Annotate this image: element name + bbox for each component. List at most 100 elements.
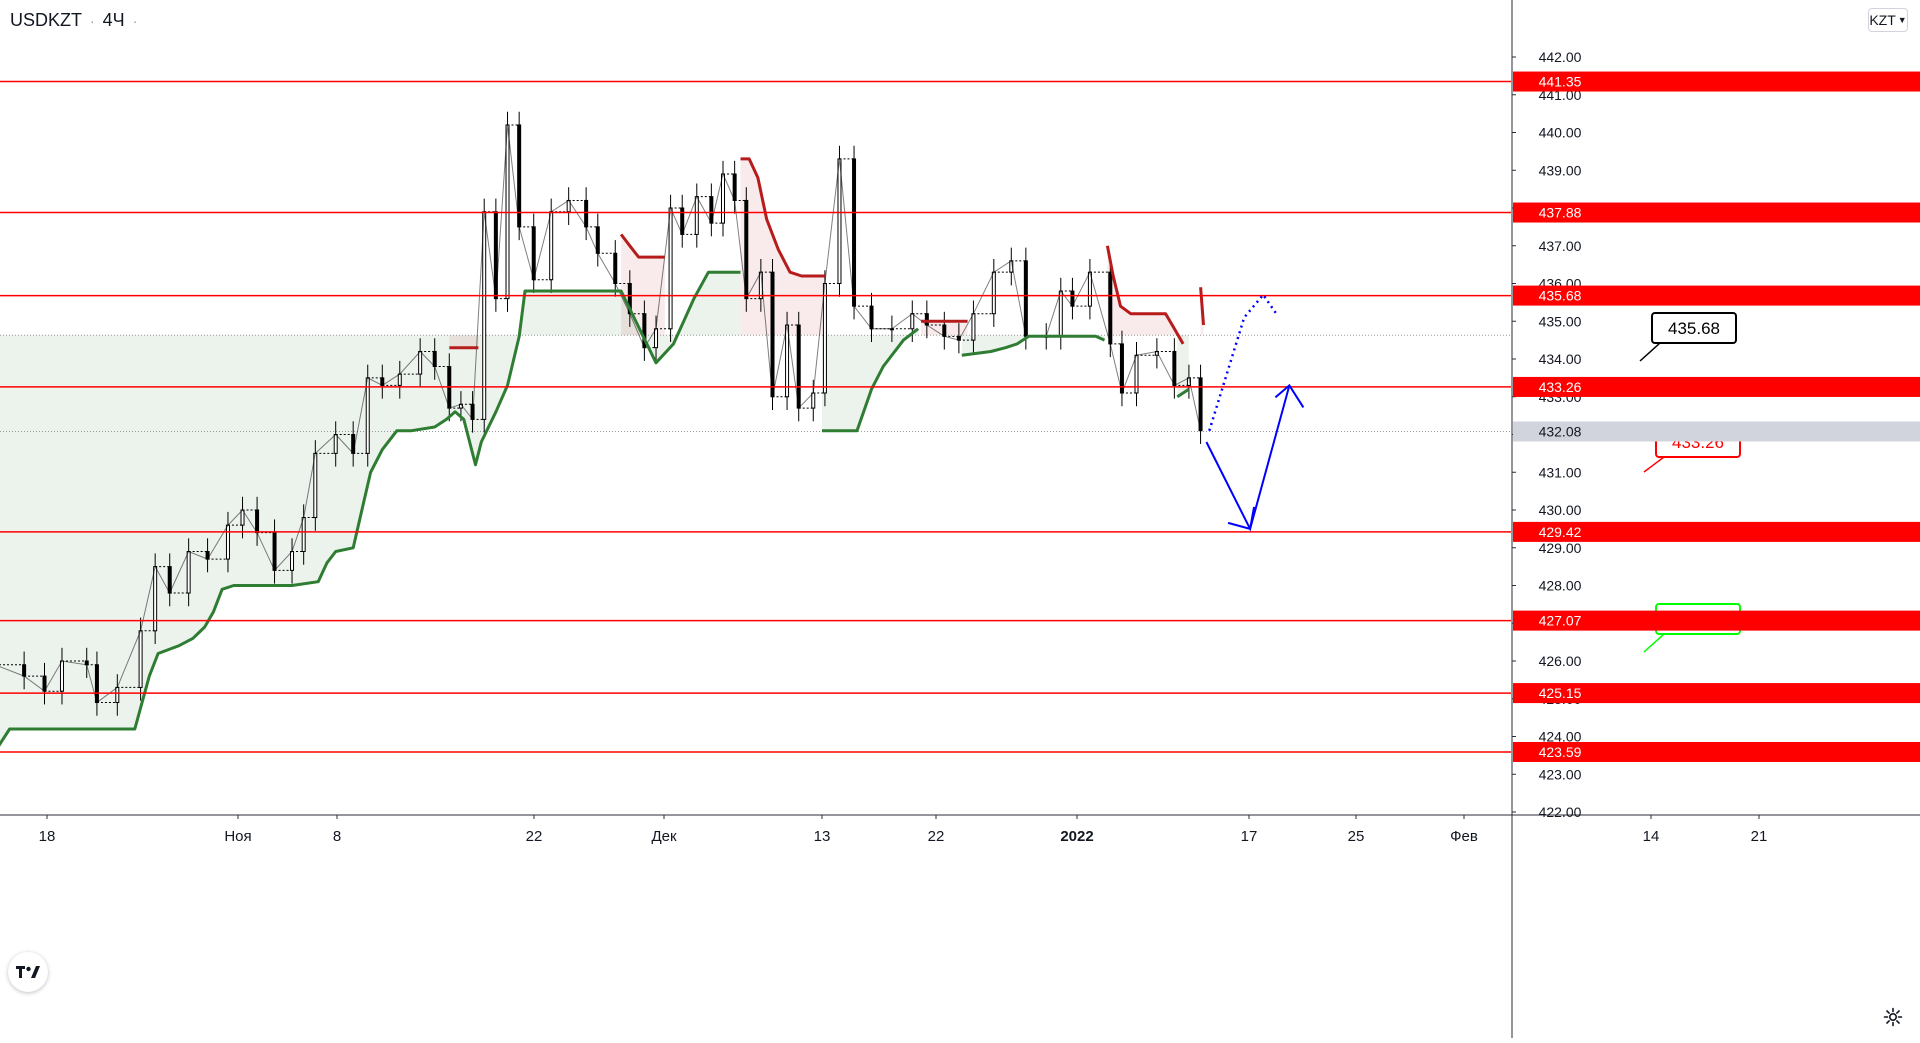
x-tick-label: 18 bbox=[39, 828, 56, 845]
supertrend-up-line-2 bbox=[822, 327, 920, 433]
y-tick-label: 424.00 bbox=[1539, 729, 1582, 745]
candle-body bbox=[744, 199, 749, 300]
status-dot: · bbox=[132, 12, 138, 29]
candle-body bbox=[991, 271, 996, 315]
x-tick-label: Фев bbox=[1450, 828, 1478, 845]
candle-body bbox=[584, 199, 589, 228]
tradingview-logo-icon[interactable] bbox=[8, 952, 48, 992]
x-tick-label: 25 bbox=[1348, 828, 1365, 845]
candle-body bbox=[482, 211, 487, 420]
last-price-badge bbox=[1513, 421, 1920, 442]
candle-body bbox=[869, 305, 874, 330]
level-axis-label: 429.42 bbox=[1539, 524, 1582, 540]
y-tick-label: 434.00 bbox=[1539, 351, 1582, 367]
candle-body bbox=[770, 271, 775, 398]
forecast-dotted-path bbox=[1208, 292, 1278, 432]
candle-body bbox=[811, 392, 816, 409]
level-axis-label: 423.59 bbox=[1539, 744, 1582, 760]
level-axis-badge bbox=[1513, 285, 1920, 306]
x-tick-label: Дек bbox=[651, 828, 677, 845]
candle-body bbox=[1108, 271, 1113, 345]
candle-body bbox=[1172, 350, 1177, 386]
candle-body bbox=[654, 328, 659, 349]
x-tick-label: 14 bbox=[1643, 828, 1660, 845]
y-tick-label: 431.00 bbox=[1539, 464, 1582, 480]
x-tick-label: 8 bbox=[333, 828, 341, 845]
callout-pointer bbox=[1639, 342, 1661, 362]
callout-box bbox=[1651, 312, 1737, 344]
supertrend-down-line-3 bbox=[740, 157, 825, 278]
level-axis-badge bbox=[1513, 683, 1920, 704]
x-tick-label: 21 bbox=[1751, 828, 1768, 845]
y-tick-label: 435.00 bbox=[1539, 313, 1582, 329]
candle-body bbox=[301, 517, 306, 553]
forecast-arrowhead-low bbox=[1227, 506, 1256, 531]
supertrend-up-line-1 bbox=[0, 270, 741, 747]
x-tick-label: 17 bbox=[1241, 828, 1258, 845]
candle-body bbox=[418, 350, 423, 375]
price-callout-black: 435.68 bbox=[1639, 312, 1737, 362]
supertrend-down-line-2 bbox=[619, 233, 665, 259]
plot-area bbox=[0, 0, 1511, 815]
y-tick-label: 430.00 bbox=[1539, 502, 1582, 518]
x-tick-label: 2022 bbox=[1060, 828, 1093, 845]
candle-body bbox=[613, 252, 618, 285]
level-axis-badge bbox=[1513, 610, 1920, 631]
supertrend-up-line-4 bbox=[1176, 387, 1190, 399]
last-price-label: 432.08 bbox=[1539, 423, 1582, 439]
level-axis-badge bbox=[1513, 741, 1920, 762]
candle-body bbox=[397, 373, 402, 386]
candle-body bbox=[531, 226, 536, 281]
symbol-title: USDKZT · 4Ч · bbox=[10, 10, 137, 31]
candle-body bbox=[186, 551, 191, 594]
forecast-arrowhead-high bbox=[1274, 383, 1305, 408]
interval-label: 4Ч bbox=[102, 10, 125, 30]
level-axis-label: 433.26 bbox=[1539, 379, 1582, 395]
uptrend-fill-2 bbox=[822, 328, 919, 431]
candle-body bbox=[971, 313, 976, 341]
level-axis-badge bbox=[1513, 376, 1920, 397]
level-axis-label: 427.07 bbox=[1539, 613, 1582, 629]
currency-selector-button[interactable]: KZT ▼ bbox=[1868, 8, 1908, 32]
level-axis-badge bbox=[1513, 71, 1920, 92]
downtrend-fill-1 bbox=[449, 335, 479, 348]
candle-body bbox=[290, 551, 295, 571]
level-axis-badge bbox=[1513, 202, 1920, 223]
downtrend-fill-2 bbox=[621, 234, 665, 336]
candle-body bbox=[1058, 290, 1063, 337]
level-axis-label: 441.35 bbox=[1539, 74, 1582, 90]
x-tick-label: 22 bbox=[928, 828, 945, 845]
candle-body bbox=[910, 313, 915, 330]
candle-body bbox=[549, 211, 554, 281]
candle-body bbox=[517, 124, 522, 228]
candle-body bbox=[225, 524, 230, 560]
candle-body bbox=[732, 173, 737, 201]
gear-icon[interactable] bbox=[1882, 1006, 1904, 1028]
level-axis-label: 435.68 bbox=[1539, 288, 1582, 304]
callout-pointer bbox=[1643, 456, 1665, 473]
candle-body bbox=[22, 664, 27, 677]
candle-body bbox=[822, 283, 827, 394]
candle-body bbox=[255, 509, 260, 534]
candle-body bbox=[942, 324, 947, 337]
uptrend-fill-1 bbox=[0, 272, 741, 744]
candle-body bbox=[365, 377, 370, 454]
candle-body bbox=[595, 226, 600, 254]
level-axis-label: 437.88 bbox=[1539, 205, 1582, 221]
level-axis-badge bbox=[1513, 521, 1920, 542]
y-tick-label: 442.00 bbox=[1539, 49, 1582, 65]
currency-label: KZT bbox=[1869, 12, 1896, 28]
candle-body bbox=[796, 324, 801, 409]
y-tick-label: 426.00 bbox=[1539, 653, 1582, 669]
callout-pointer bbox=[1643, 633, 1665, 653]
callout-label: 435.68 bbox=[1668, 319, 1720, 338]
candle-body bbox=[1119, 343, 1124, 394]
supertrend-up-line-3 bbox=[961, 334, 1106, 357]
candle-body bbox=[668, 207, 673, 330]
supertrend-down-line-6 bbox=[1199, 287, 1205, 326]
x-tick-label: 13 bbox=[814, 828, 831, 845]
tradingview-logo-mark bbox=[16, 966, 40, 978]
candle-body bbox=[115, 686, 120, 704]
